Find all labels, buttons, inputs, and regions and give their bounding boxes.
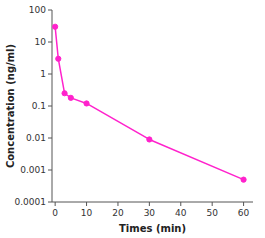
data-point <box>56 56 61 61</box>
tick-label: 30 <box>144 208 156 218</box>
tick-label: 0.1 <box>32 101 46 111</box>
tick-label: 0.001 <box>20 165 46 175</box>
tick-mark <box>48 74 52 75</box>
data-point <box>68 95 73 100</box>
data-line <box>55 27 243 180</box>
data-point <box>147 137 152 142</box>
tick-mark <box>48 42 52 43</box>
tick-label: 50 <box>206 208 218 218</box>
tick-mark <box>86 202 87 206</box>
tick-mark <box>55 202 56 206</box>
tick-mark <box>180 202 181 206</box>
tick-mark <box>48 138 52 139</box>
tick-mark <box>243 202 244 206</box>
tick-label: 1 <box>40 69 46 79</box>
tick-label: 20 <box>112 208 124 218</box>
data-point <box>241 177 246 182</box>
chart-container: 0.0001 0.001 0.01 0.1 1 10 100 0 10 20 30 40 50 60 Tim… <box>0 0 265 238</box>
tick-label: 10 <box>81 208 93 218</box>
chart: 0.0001 0.001 0.01 0.1 1 10 100 0 10 20 30 40 50 60 Tim… <box>0 0 265 238</box>
y-axis-line <box>52 10 53 202</box>
tick-label: 0.0001 <box>15 197 47 207</box>
tick-mark <box>48 202 52 203</box>
tick-label: 0 <box>52 208 58 218</box>
tick-label: 10 <box>35 37 47 47</box>
tick-mark <box>149 202 150 206</box>
plot-area <box>53 24 247 182</box>
tick-mark <box>48 10 52 11</box>
y-axis-label: Concentration (ng/ml) <box>5 44 16 168</box>
tick-mark <box>117 202 118 206</box>
data-point <box>62 91 67 96</box>
tick-mark <box>48 170 52 171</box>
x-axis-line <box>52 202 253 203</box>
data-point <box>84 101 89 106</box>
tick-label: 100 <box>29 5 46 15</box>
tick-label: 40 <box>175 208 187 218</box>
tick-label: 0.01 <box>26 133 46 143</box>
tick-mark <box>212 202 213 206</box>
tick-label: 60 <box>238 208 250 218</box>
tick-mark <box>48 106 52 107</box>
x-axis-label: Times (min) <box>119 223 186 234</box>
data-point <box>53 24 58 29</box>
